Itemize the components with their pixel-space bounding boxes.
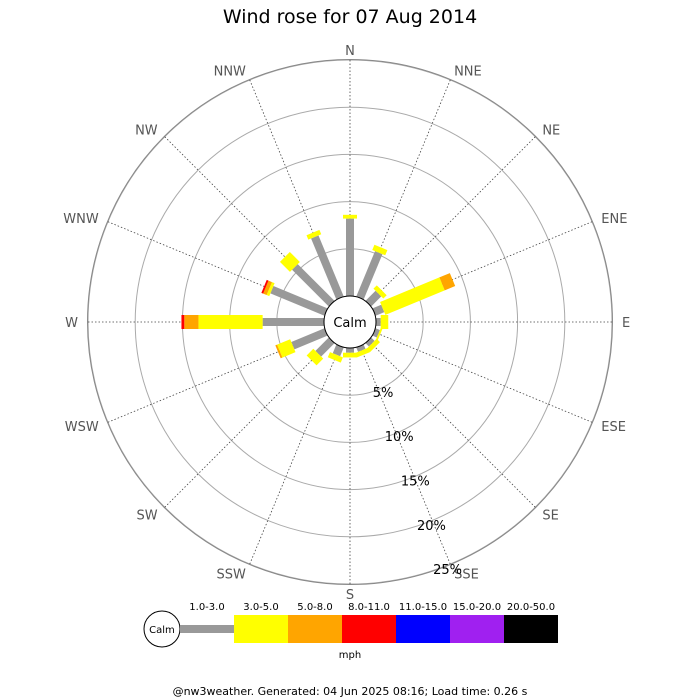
direction-label-ssw: SSW <box>217 567 247 582</box>
legend-label-4: 8.0-11.0 <box>348 602 390 613</box>
ring-4 <box>134 106 566 538</box>
bar-ene-bin-1 <box>372 304 385 316</box>
bar-ne-bin-1 <box>365 290 382 307</box>
bar-ssw-bin-2 <box>327 352 343 363</box>
outer-ring <box>87 59 613 585</box>
direction-label-ene: ENE <box>601 212 627 227</box>
ring-label-1: 5% <box>373 386 394 401</box>
legend-swatch-4 <box>342 615 396 643</box>
bar-sse-bin-2 <box>355 347 371 358</box>
bar-sse-bin-1 <box>356 344 366 352</box>
bar-ene-bin-3 <box>439 273 456 291</box>
bar-wnw-bin-3 <box>263 280 272 296</box>
bar-sw-bin-1 <box>315 337 335 357</box>
legend-swatch-2 <box>234 615 288 643</box>
bar-ese-bin-2 <box>375 327 383 341</box>
legend-label-5: 11.0-15.0 <box>399 602 447 613</box>
chart-title: Wind rose for 07 Aug 2014 <box>222 6 478 28</box>
legend-unit-label: mph <box>339 650 361 661</box>
direction-label-sw: SW <box>137 508 158 523</box>
legend-swatch-7 <box>504 615 558 643</box>
bar-wnw-bin-1 <box>270 285 328 316</box>
calm-label: Calm <box>333 316 366 331</box>
ring-label-4: 20% <box>417 519 446 534</box>
bar-ese-bin-1 <box>372 328 380 338</box>
direction-label-ne: NE <box>542 124 560 139</box>
bar-ne-bin-2 <box>373 285 387 299</box>
ring-label-3: 15% <box>401 474 430 489</box>
spoke-sse <box>359 345 451 565</box>
bar-nnw-bin-2 <box>306 229 322 240</box>
bar-se-bin-2 <box>366 338 381 353</box>
legend-label-3: 5.0-8.0 <box>297 602 332 613</box>
direction-label-n: N <box>345 44 355 59</box>
direction-label-nw: NW <box>135 124 158 139</box>
bar-nw-bin-1 <box>292 264 335 307</box>
direction-label-s: S <box>346 588 354 603</box>
spoke-ne <box>368 136 536 304</box>
bar-nne-bin-1 <box>356 251 383 300</box>
bar-wnw-bin-2 <box>266 282 275 297</box>
direction-label-w: W <box>65 316 78 331</box>
spokes-layer <box>88 60 612 584</box>
bar-ene-bin-2 <box>380 277 445 315</box>
legend: Calm 1.0-3.0 3.0-5.0 5.0-8.0 8.0-11.0 11.0-15… <box>143 602 558 661</box>
spoke-ssw <box>249 345 341 565</box>
direction-label-nne: NNE <box>454 65 482 80</box>
calm-circle <box>323 295 377 349</box>
legend-label-6: 15.0-20.0 <box>453 602 501 613</box>
center-layer: Calm <box>323 295 377 349</box>
legend-label-1: 1.0-3.0 <box>189 602 224 613</box>
direction-label-wsw: WSW <box>65 420 99 435</box>
footer-note: @nw3weather. Generated: 04 Jun 2025 08:1… <box>172 685 528 698</box>
bar-wsw-bin-2 <box>277 339 296 358</box>
ring-label-2: 10% <box>385 430 414 445</box>
legend-swatch-1 <box>180 625 234 633</box>
direction-label-se: SE <box>542 508 558 523</box>
direction-label-ese: ESE <box>601 420 626 435</box>
spoke-se <box>368 340 536 508</box>
direction-label-e: E <box>622 316 630 331</box>
direction-label-nnw: NNW <box>214 65 246 80</box>
bar-se-bin-1 <box>365 337 375 347</box>
bar-nnw-bin-1 <box>311 235 344 300</box>
direction-label-wnw: WNW <box>63 212 99 227</box>
bar-wsw-bin-1 <box>291 328 328 350</box>
legend-swatch-3 <box>288 615 342 643</box>
bars-layer <box>181 214 456 366</box>
legend-label-7: 20.0-50.0 <box>507 602 555 613</box>
legend-swatch-6 <box>450 615 504 643</box>
bar-nw-bin-2 <box>279 251 300 272</box>
spoke-sw <box>164 340 332 508</box>
spoke-ese <box>373 331 593 423</box>
labels-layer: N NNE NE ENE E ESE SE SSE S SSW SW WSW W WNW NW NNW 5% 10… <box>63 44 630 603</box>
bar-sw-bin-2 <box>306 348 324 366</box>
bar-wsw-bin-3 <box>275 344 283 359</box>
legend-calm-label: Calm <box>149 625 175 636</box>
bar-ssw-bin-1 <box>332 344 344 357</box>
ring-label-5: 25% <box>433 563 462 578</box>
legend-swatch-5 <box>396 615 450 643</box>
bar-wnw-bin-4 <box>261 279 269 294</box>
direction-label-sse: SSE <box>454 567 479 582</box>
legend-label-2: 3.0-5.0 <box>243 602 278 613</box>
bar-nne-bin-2 <box>372 244 388 256</box>
